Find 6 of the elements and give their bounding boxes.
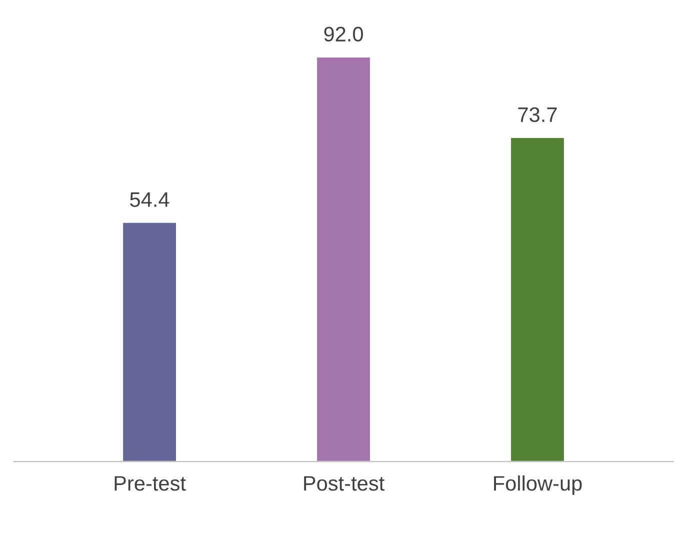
data-label: 92.0: [324, 26, 363, 42]
x-tick-label: Follow-up: [494, 475, 582, 495]
data-label: 54.4: [130, 192, 170, 207]
x-tick-label: Pre-test: [114, 476, 186, 491]
x-tick-label: Post-test: [304, 476, 384, 491]
data-label: 73.7: [518, 107, 557, 122]
